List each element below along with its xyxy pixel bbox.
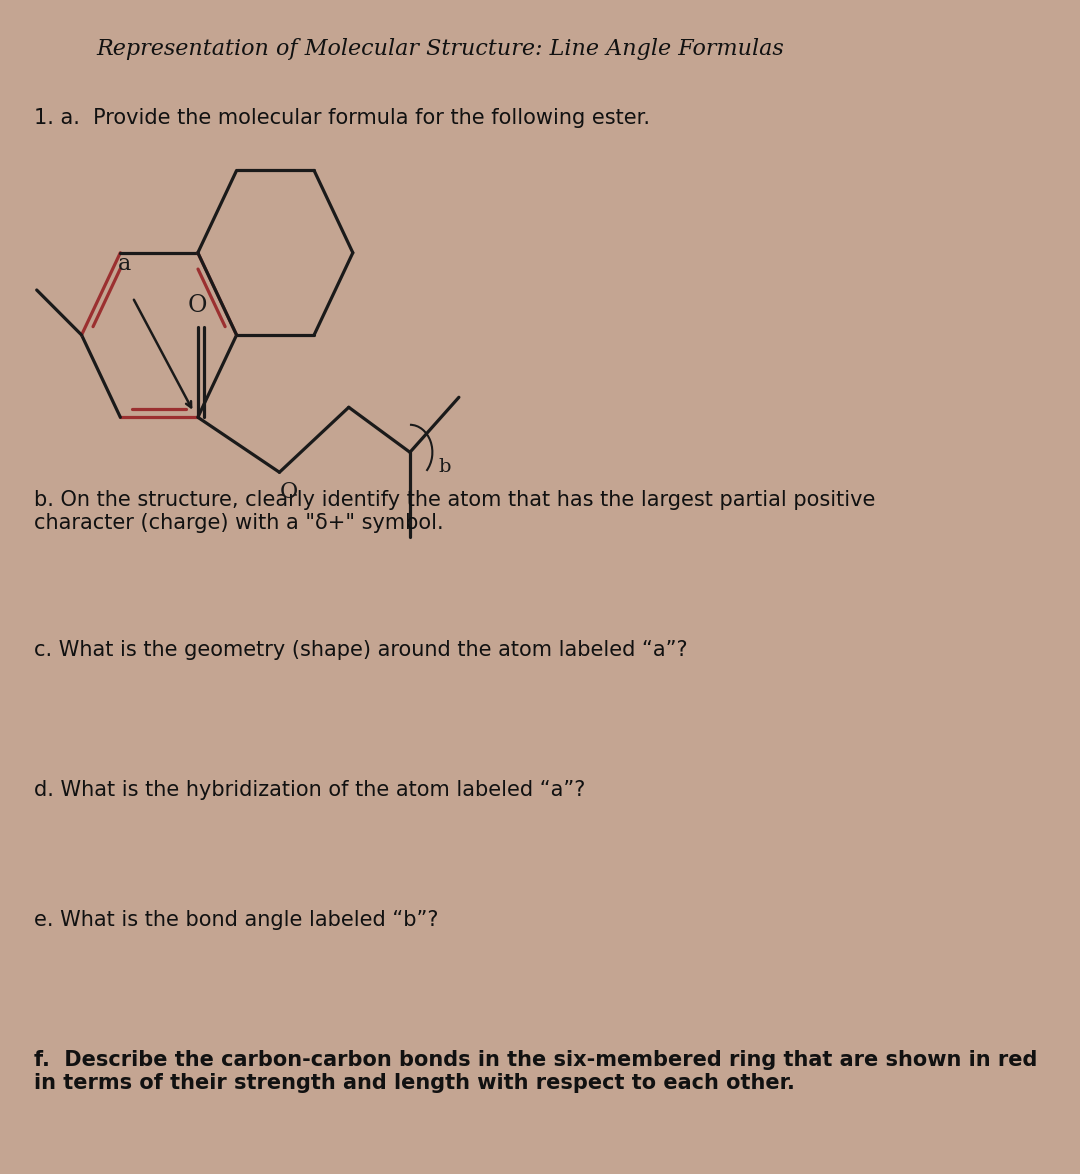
Text: O: O [280, 481, 298, 504]
Text: d. What is the hybridization of the atom labeled “a”?: d. What is the hybridization of the atom… [35, 780, 585, 799]
Text: b: b [438, 458, 451, 477]
Text: O: O [188, 294, 207, 317]
Text: 1. a.  Provide the molecular formula for the following ester.: 1. a. Provide the molecular formula for … [35, 108, 650, 128]
Text: f.  Describe the carbon-carbon bonds in the six-membered ring that are shown in : f. Describe the carbon-carbon bonds in t… [35, 1050, 1038, 1093]
Text: e. What is the bond angle labeled “b”?: e. What is the bond angle labeled “b”? [35, 910, 438, 930]
Text: Representation of Molecular Structure: Line Angle Formulas: Representation of Molecular Structure: L… [97, 38, 784, 60]
Text: a: a [118, 254, 131, 275]
Text: c. What is the geometry (shape) around the atom labeled “a”?: c. What is the geometry (shape) around t… [35, 640, 688, 660]
Text: b. On the structure, clearly identify the atom that has the largest partial posi: b. On the structure, clearly identify th… [35, 490, 876, 533]
